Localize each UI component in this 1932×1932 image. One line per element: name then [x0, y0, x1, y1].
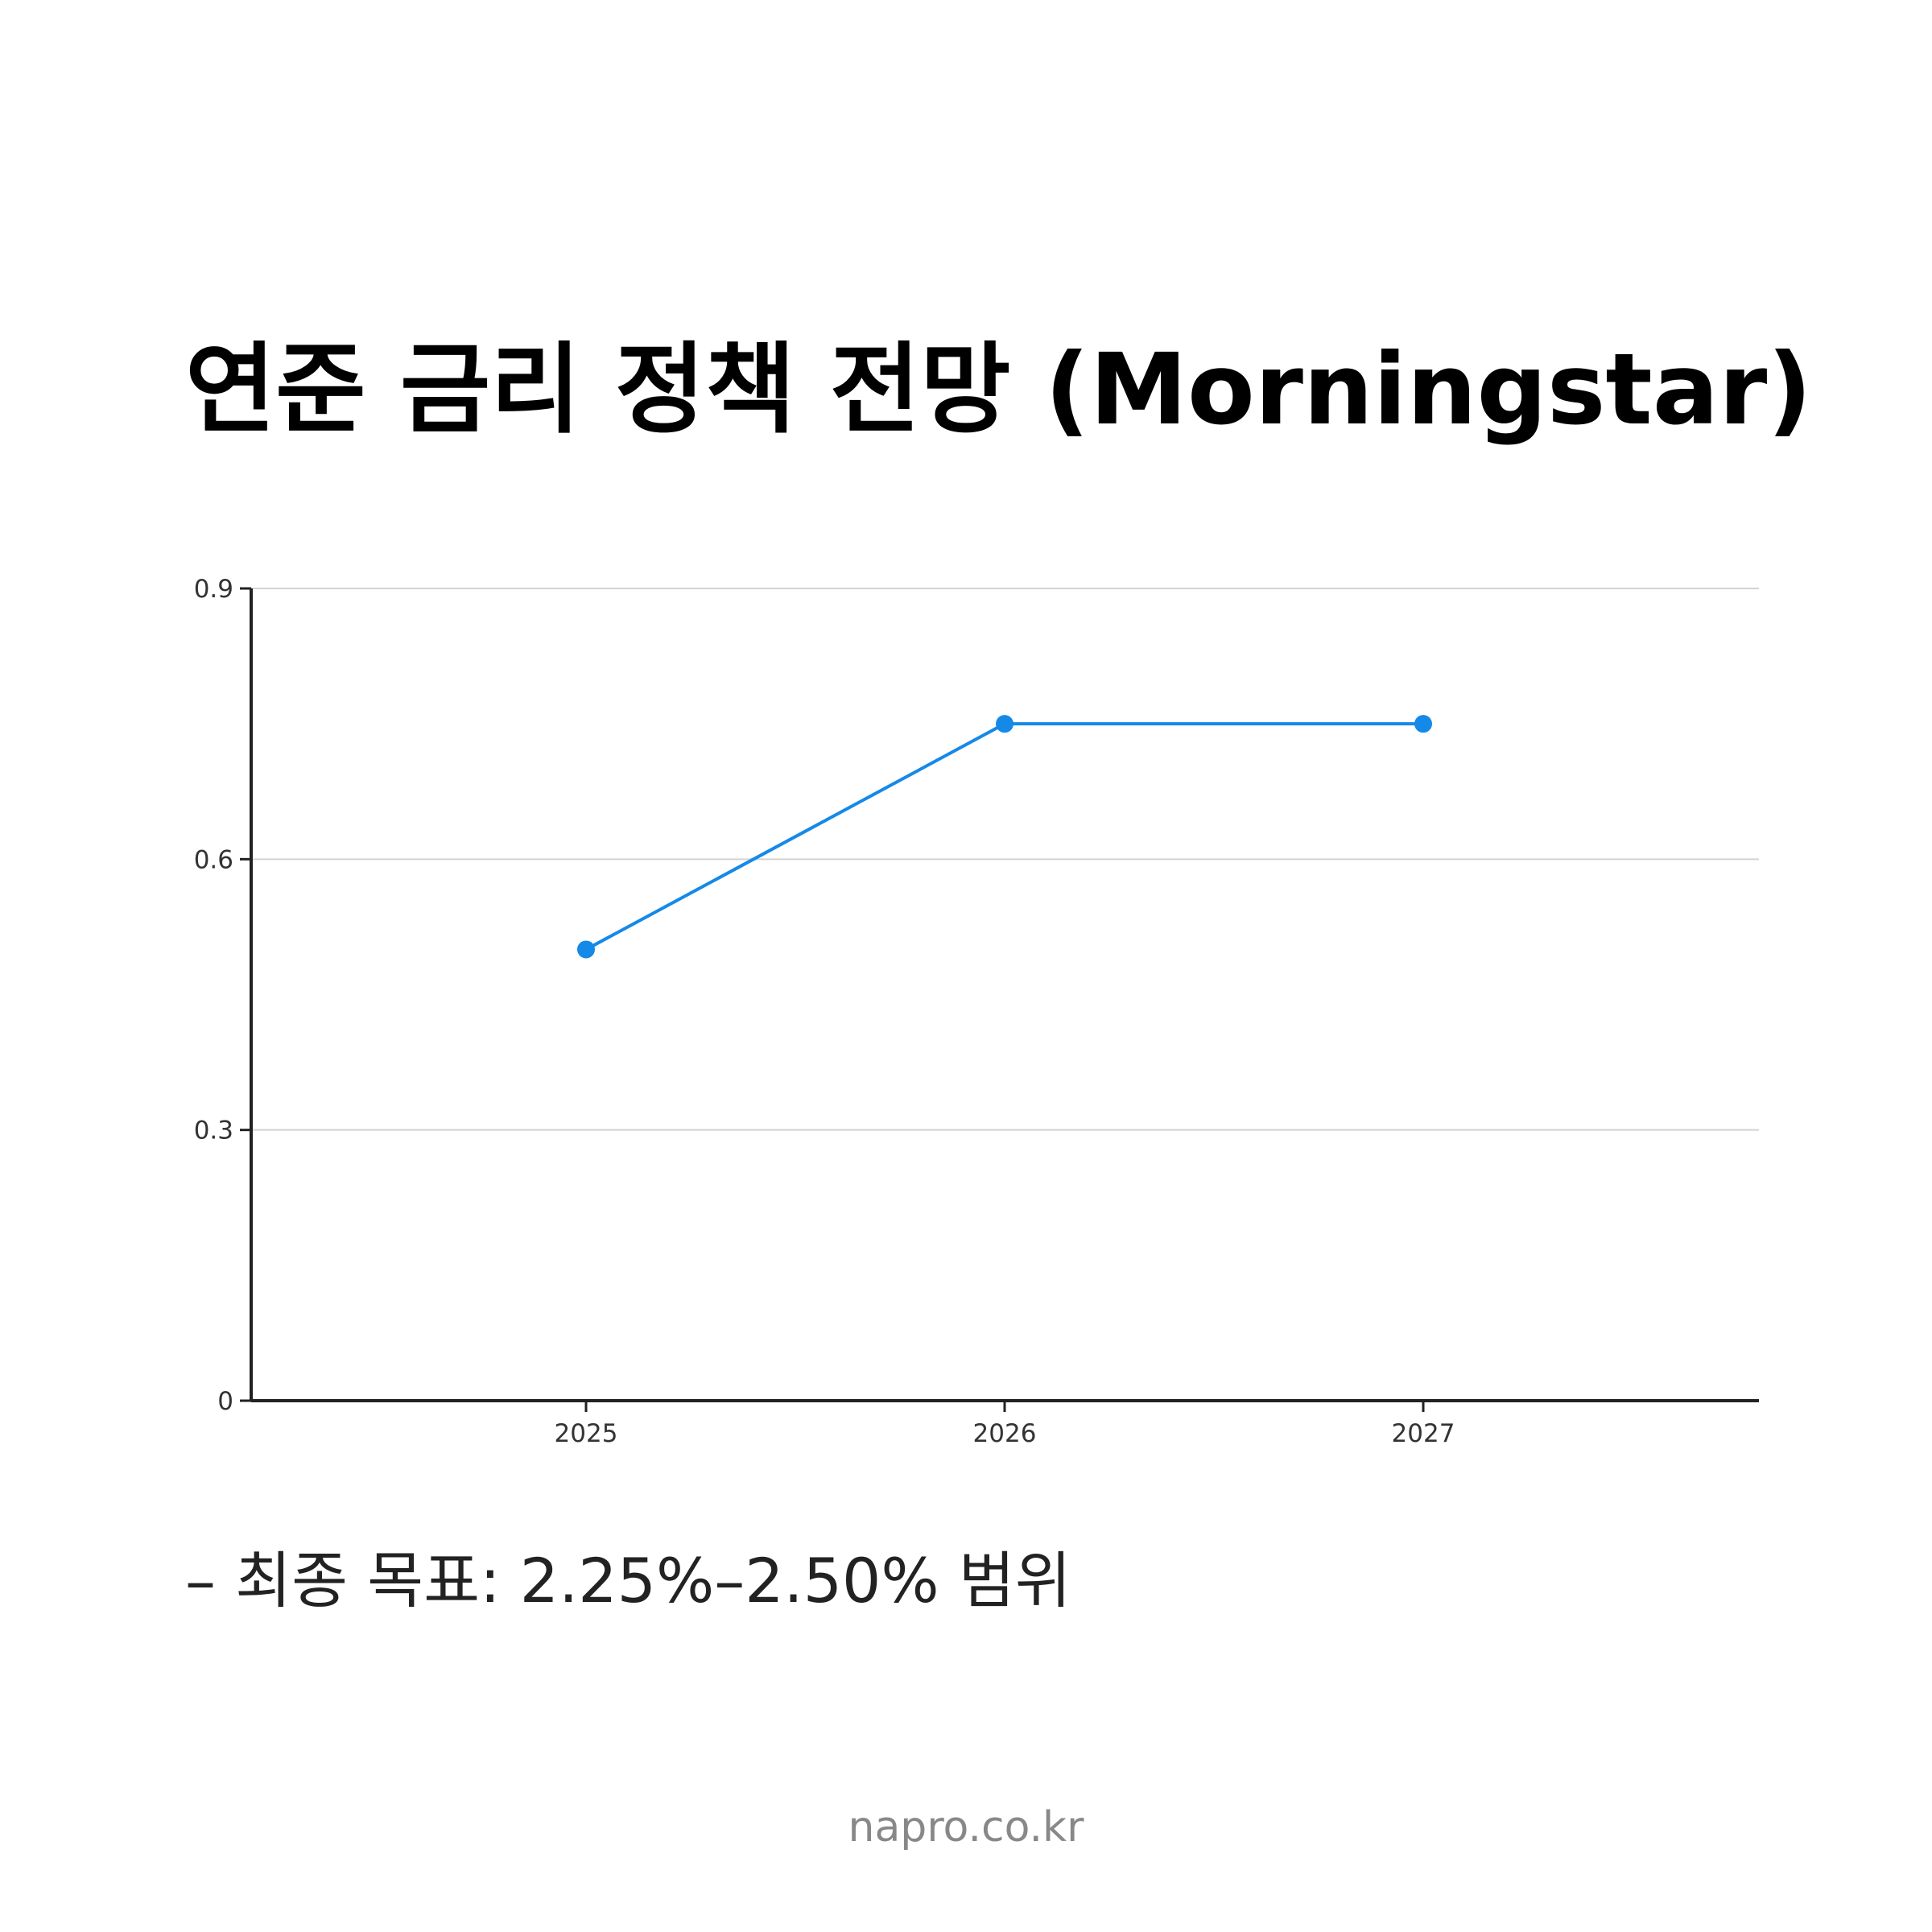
x-tick-label: 2025	[555, 1419, 618, 1448]
data-point	[996, 715, 1013, 733]
footer-site[interactable]: napro.co.kr	[848, 1803, 1084, 1852]
grid-lines	[251, 588, 1759, 1131]
axes	[240, 587, 1759, 1412]
x-tick-label: 2026	[973, 1419, 1037, 1448]
y-tick-label: 0	[217, 1387, 233, 1416]
series	[577, 715, 1432, 959]
y-tick-label: 0.9	[194, 575, 233, 604]
chart-title: 연준 금리 정책 전망 (Morningstar)	[185, 332, 1812, 447]
series-line	[585, 722, 1423, 952]
data-point	[577, 940, 595, 959]
tick-labels: 0 0.3 0.6 0.9 2025 2026 2027	[194, 575, 1455, 1448]
y-tick-label: 0.3	[194, 1117, 233, 1146]
y-tick-label: 0.6	[194, 845, 233, 874]
x-tick-label: 2027	[1392, 1419, 1455, 1448]
final-target-note: – 최종 목표: 2.25%–2.50% 범위	[185, 1545, 1071, 1616]
data-point	[1414, 715, 1432, 733]
